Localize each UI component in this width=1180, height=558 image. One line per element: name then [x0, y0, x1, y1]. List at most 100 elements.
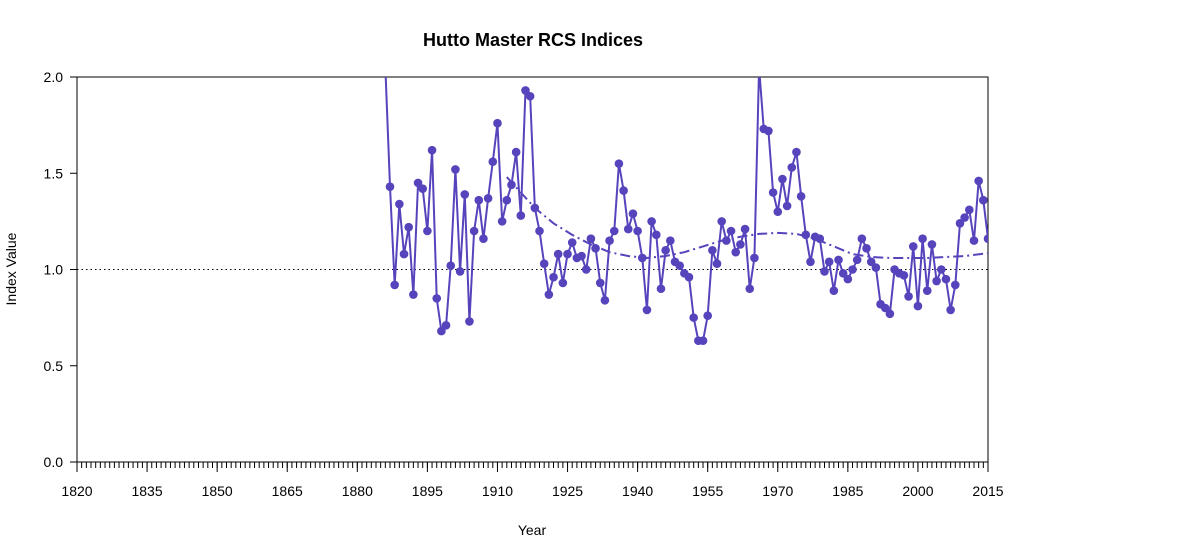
x-tick-label: 1985 [832, 483, 863, 499]
data-point [661, 245, 670, 255]
data-point [885, 309, 895, 319]
data-point [539, 259, 549, 269]
data-point [684, 272, 694, 282]
y-axis-label: Index Value [3, 232, 19, 305]
x-tick-label: 1865 [272, 483, 303, 499]
data-point [717, 217, 727, 226]
data-point [941, 274, 951, 284]
data-point [483, 193, 493, 203]
data-point [605, 236, 614, 245]
data-point [848, 265, 857, 274]
data-point [563, 249, 572, 259]
data-point [385, 182, 395, 192]
data-point [488, 157, 498, 166]
data-point [689, 313, 698, 322]
x-tick-label: 2000 [902, 483, 933, 499]
x-tick-label: 1880 [342, 483, 373, 499]
y-tick-label: 2.0 [44, 69, 64, 85]
data-point [633, 226, 642, 236]
data-point [455, 267, 465, 276]
data-point [595, 278, 605, 288]
data-point [983, 234, 988, 243]
data-point [936, 265, 946, 274]
data-point [586, 234, 596, 243]
data-point [549, 272, 558, 282]
data-point [871, 263, 881, 272]
data-point [413, 178, 423, 188]
data-point [535, 226, 544, 236]
data-point [843, 274, 853, 284]
data-point [619, 186, 628, 195]
data-point [768, 188, 778, 197]
data-point [838, 269, 848, 278]
data-point [553, 249, 563, 259]
y-tick-label: 0.5 [44, 358, 64, 374]
data-point [479, 234, 488, 243]
x-tick-label: 1955 [692, 483, 723, 499]
data-point [731, 247, 741, 257]
data-point [493, 118, 502, 128]
data-point [726, 226, 736, 236]
data-point [736, 240, 745, 249]
data-point [525, 91, 535, 101]
data-point [451, 165, 460, 174]
data-point [474, 195, 484, 205]
data-point [899, 270, 909, 280]
data-point [437, 326, 446, 336]
x-tick-label: 2015 [972, 483, 1003, 499]
data-point [946, 305, 955, 315]
data-point [381, 63, 390, 72]
data-point [581, 265, 591, 274]
data-point [465, 317, 474, 326]
data-point [656, 284, 666, 294]
data-point [960, 213, 969, 222]
data-point [511, 147, 521, 157]
x-tick-label: 1940 [622, 483, 653, 499]
data-point [969, 236, 979, 245]
data-point [974, 176, 983, 186]
data-point [666, 236, 675, 245]
data-point [862, 244, 871, 253]
data-point [409, 290, 418, 299]
data-point [908, 242, 918, 251]
data-point [628, 209, 638, 218]
data-point [446, 261, 456, 270]
y-tick-label: 1.0 [44, 262, 64, 278]
data-point [927, 240, 937, 249]
x-axis-label: Year [518, 522, 547, 538]
data-point [880, 303, 890, 313]
data-point [740, 224, 750, 234]
data-point [623, 224, 633, 234]
x-tick-label: 1850 [202, 483, 233, 499]
data-point [502, 195, 512, 205]
data-point [764, 126, 773, 136]
data-point [698, 336, 708, 346]
data-point [745, 284, 755, 294]
y-tick-label: 0.0 [44, 454, 64, 470]
x-tick-label: 1835 [131, 483, 162, 499]
trend-line [506, 176, 988, 259]
data-point [913, 301, 923, 311]
data-point [778, 174, 787, 184]
data-point [609, 226, 619, 236]
data-point [820, 267, 829, 276]
data-point [521, 86, 530, 95]
data-point [866, 257, 876, 267]
x-tick-label: 1820 [61, 483, 92, 499]
data-point [782, 201, 792, 211]
data-point [614, 159, 624, 168]
index-line [384, 77, 988, 342]
x-tick-label: 1925 [552, 483, 583, 499]
data-point [834, 255, 843, 265]
data-point [801, 230, 811, 240]
data-point [558, 278, 568, 288]
x-tick-label: 1970 [762, 483, 793, 499]
y-tick-label: 1.5 [44, 165, 64, 181]
data-point [427, 145, 437, 155]
data-point [787, 163, 797, 172]
series-group [381, 63, 988, 346]
data-point [965, 205, 974, 215]
data-point [796, 192, 806, 201]
data-point [806, 257, 815, 267]
